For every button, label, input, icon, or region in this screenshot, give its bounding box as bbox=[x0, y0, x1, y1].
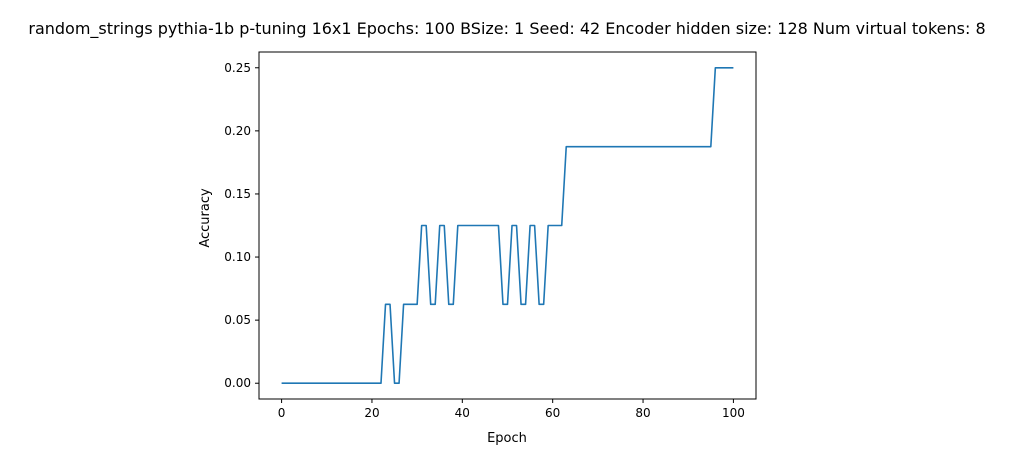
accuracy-line bbox=[281, 66, 734, 385]
axes-frame bbox=[258, 51, 757, 400]
y-tick-label: 0.00 bbox=[224, 376, 251, 390]
x-tick-label: 20 bbox=[364, 406, 379, 420]
x-tick-label: 60 bbox=[545, 406, 560, 420]
x-axis-label: Epoch bbox=[487, 431, 527, 446]
y-axis-label: Accuracy bbox=[198, 188, 213, 248]
x-tick-label: 40 bbox=[455, 406, 470, 420]
chart-title: random_strings pythia-1b p-tuning 16x1 E… bbox=[28, 19, 985, 39]
y-tick-label: 0.05 bbox=[224, 313, 251, 327]
x-tick-label: 100 bbox=[722, 406, 745, 420]
y-tick-label: 0.10 bbox=[224, 250, 251, 264]
x-tick-label: 80 bbox=[635, 406, 650, 420]
y-tick-label: 0.20 bbox=[224, 124, 251, 138]
y-tick-label: 0.25 bbox=[224, 61, 251, 75]
x-tick-label: 0 bbox=[278, 406, 286, 420]
y-tick-label: 0.15 bbox=[224, 187, 251, 201]
plot-area: 0 20 40 60 80 100 0.00 0.05 0.10 0.15 0.20 0.25 bbox=[224, 51, 757, 420]
